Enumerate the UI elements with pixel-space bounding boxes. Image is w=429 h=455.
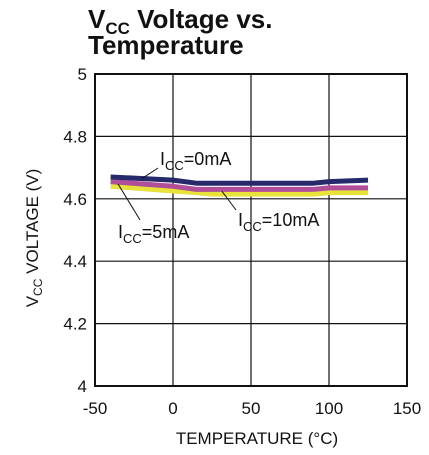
grid xyxy=(95,74,407,386)
annotation-label: ICC=10mA xyxy=(238,210,319,234)
series-line-2 xyxy=(110,179,368,192)
annotation-subscript: CC xyxy=(165,158,184,173)
series-line-1 xyxy=(110,174,369,186)
y-tick-label: 5 xyxy=(78,65,87,84)
annotation-subscript: CC xyxy=(243,219,262,234)
y-tick-label: 4 xyxy=(78,377,87,396)
series-line-3 xyxy=(110,183,368,197)
chart-title-suffix: Voltage vs. xyxy=(130,4,273,34)
series-group xyxy=(110,174,369,197)
y-tick-label: 4.6 xyxy=(63,190,87,209)
x-tick-labels: -50 0 50 100 150 xyxy=(83,399,421,418)
chart-title-line2: Temperature xyxy=(88,30,244,60)
chart-title-line1: VCC Voltage vs. xyxy=(88,4,272,38)
x-axis-label: TEMPERATURE (°C) xyxy=(176,429,338,448)
plot-frame xyxy=(94,73,408,387)
y-axis-label-suffix: VOLTAGE (V) xyxy=(23,169,42,279)
x-tick-label: 0 xyxy=(168,399,177,418)
annotation-leader-line xyxy=(117,183,141,221)
x-tick-label: 50 xyxy=(242,399,261,418)
annotation-suffix: =10mA xyxy=(262,210,320,230)
x-tick-label: 100 xyxy=(315,399,343,418)
x-tick-label: 150 xyxy=(393,399,421,418)
y-tick-label: 4.8 xyxy=(63,127,87,146)
annotation-suffix: =0mA xyxy=(184,149,232,169)
annotation-suffix: =5mA xyxy=(142,222,190,242)
annotation-leader-line xyxy=(221,191,237,211)
annotation-leader-line xyxy=(141,167,159,179)
annotation-prefix: I xyxy=(160,149,165,169)
y-axis-label: VCC VOLTAGE (V) xyxy=(23,169,45,308)
y-tick-label: 4.2 xyxy=(63,315,87,334)
annotation-prefix: I xyxy=(118,222,123,242)
chart-title-subscript: CC xyxy=(105,19,130,38)
chart-title-v: V xyxy=(88,4,106,34)
annotation-label: ICC=5mA xyxy=(118,222,189,246)
annotation-label: ICC=0mA xyxy=(160,149,231,173)
annotation-prefix: I xyxy=(238,210,243,230)
annotation-subscript: CC xyxy=(123,231,142,246)
y-tick-labels: 4 4.2 4.4 4.6 4.8 5 xyxy=(63,65,87,396)
y-axis-label-v: V xyxy=(23,295,42,307)
y-tick-label: 4.4 xyxy=(63,252,87,271)
y-axis-label-subscript: CC xyxy=(31,278,45,296)
x-tick-label: -50 xyxy=(83,399,108,418)
